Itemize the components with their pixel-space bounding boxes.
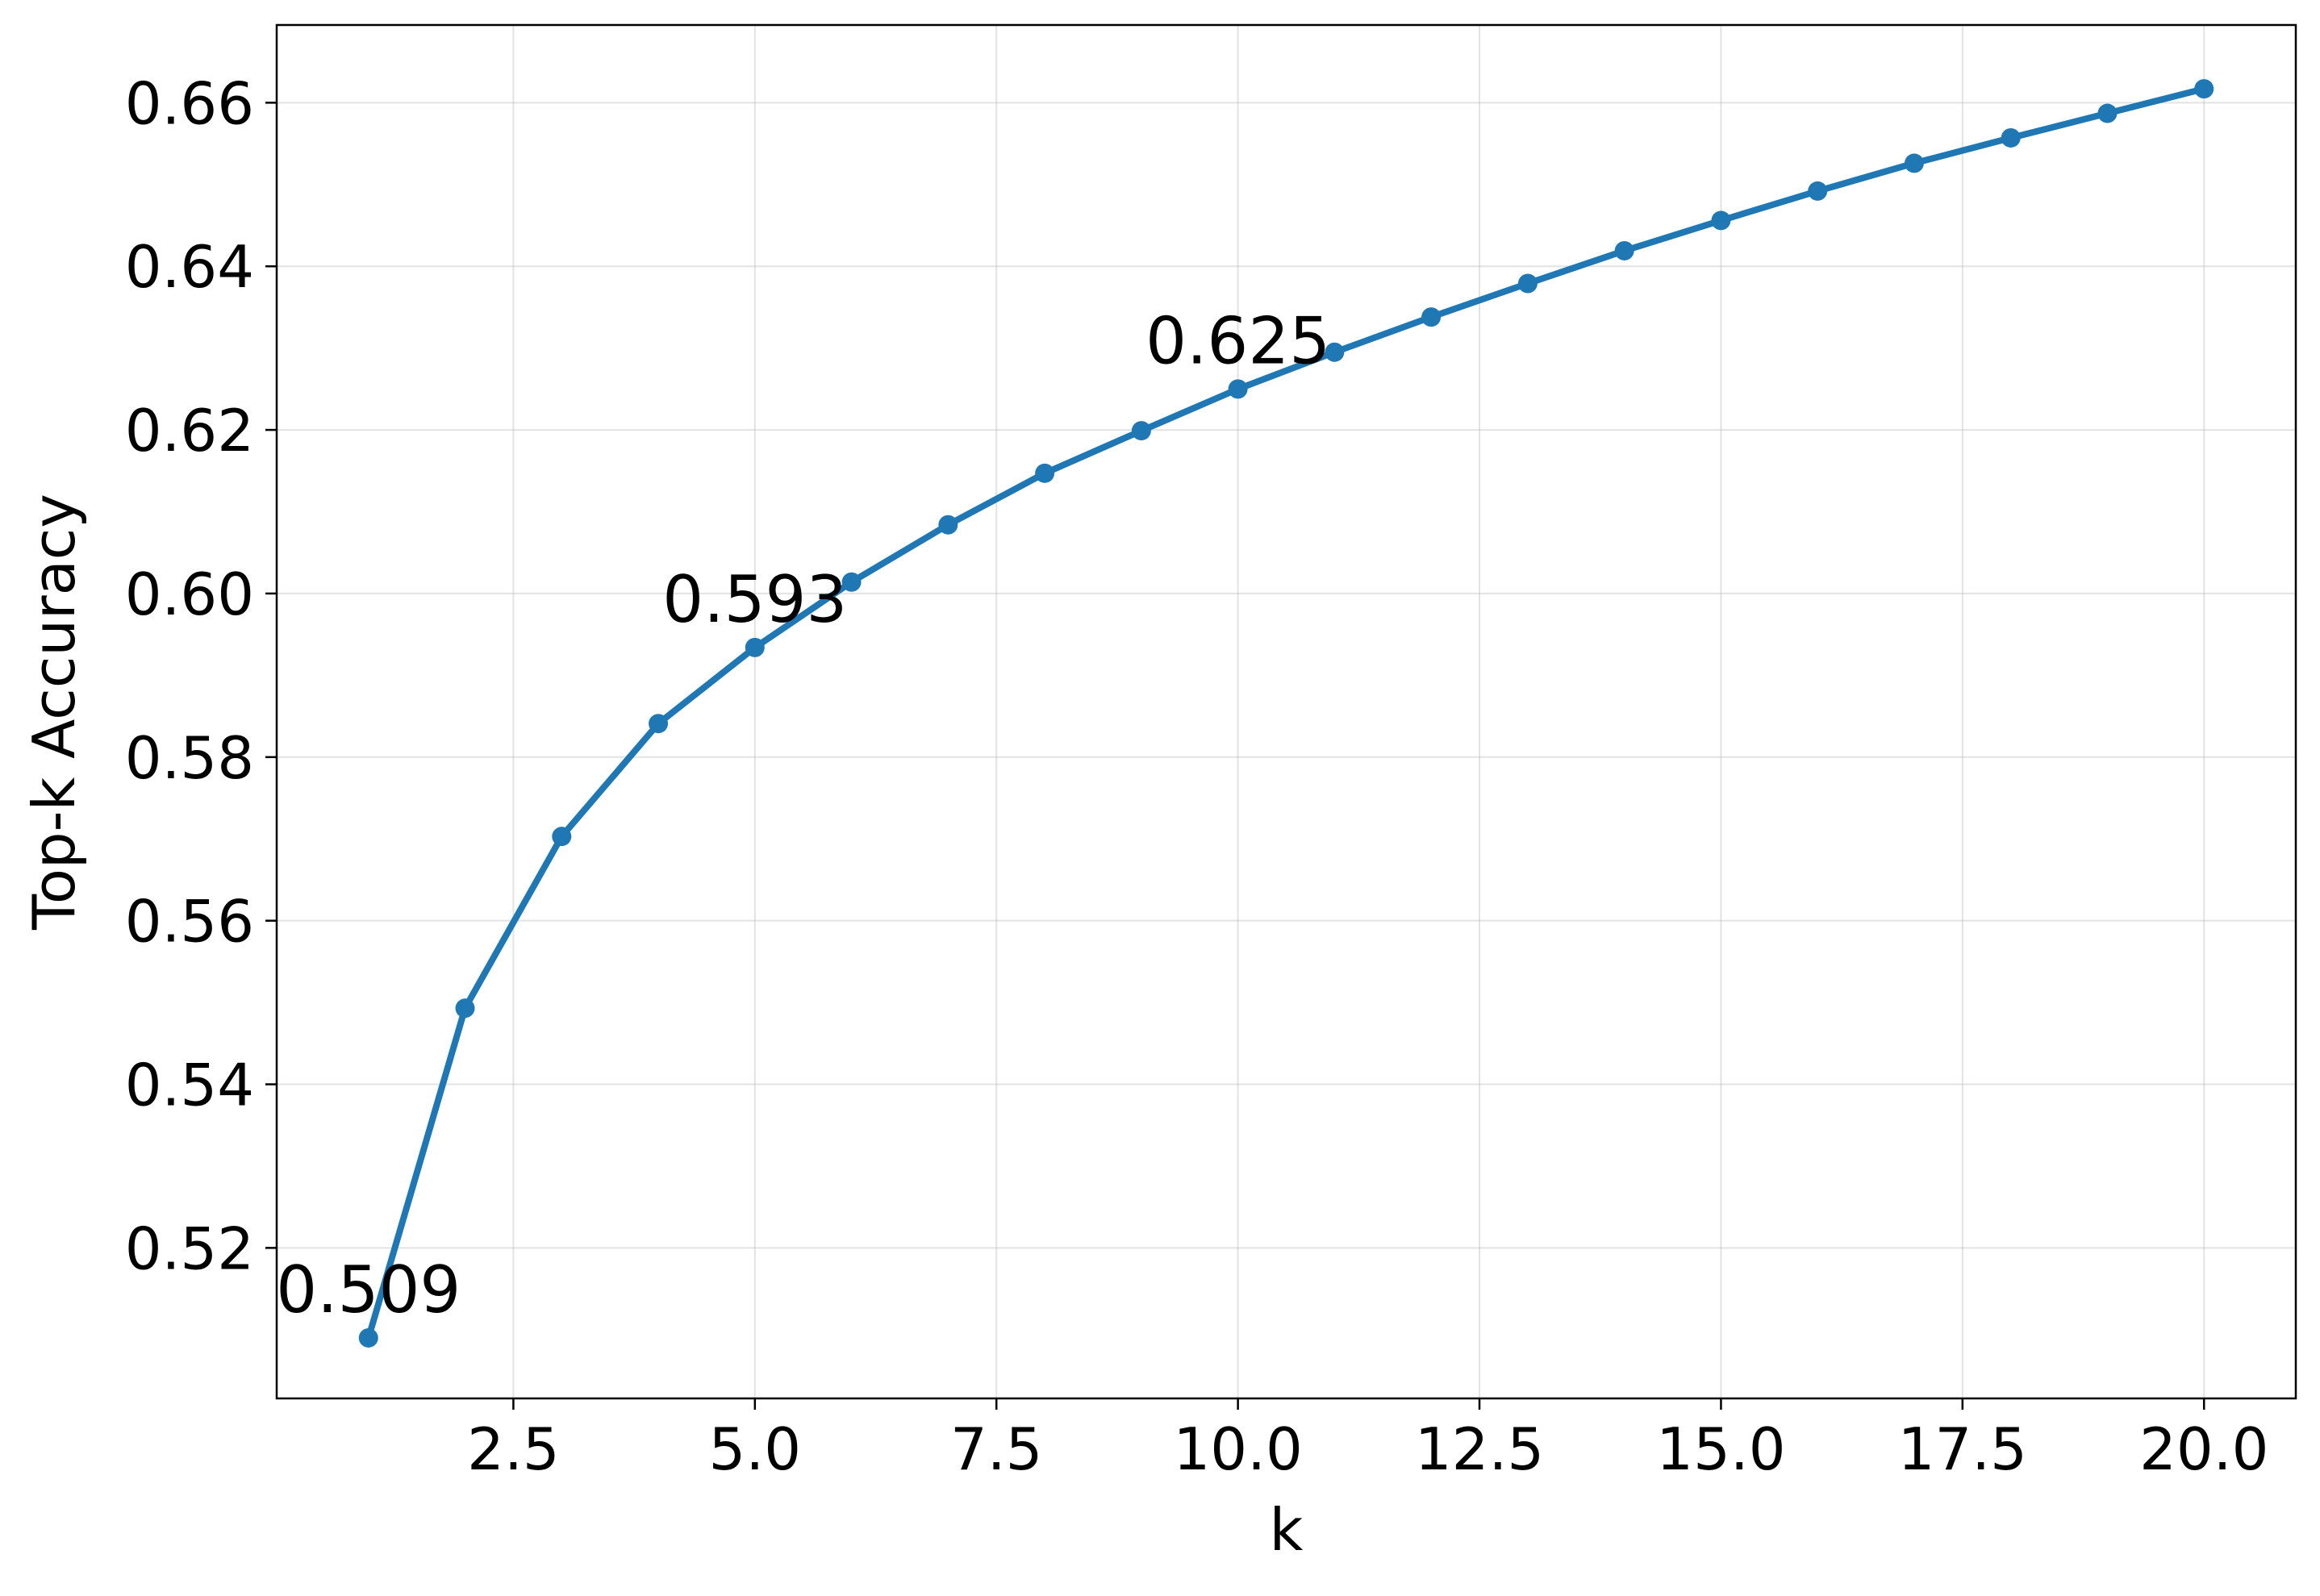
series-layer: [358, 79, 2214, 1348]
data-point: [1035, 463, 1055, 483]
x-tick-label: 12.5: [1415, 1415, 1544, 1483]
y-axis-label: Top-k Accuracy: [20, 494, 88, 931]
data-label: 0.625: [1145, 303, 1330, 378]
data-point: [2001, 127, 2021, 148]
y-tick-label: 0.52: [125, 1215, 254, 1282]
x-tick-label: 20.0: [2139, 1415, 2268, 1483]
x-tick-label: 5.0: [709, 1415, 802, 1483]
data-point: [2097, 103, 2118, 123]
x-tick-label: 17.5: [1898, 1415, 2027, 1483]
y-tick-label: 0.62: [125, 397, 254, 465]
y-tick-label: 0.60: [125, 560, 254, 628]
data-point: [1517, 273, 1538, 294]
data-point: [745, 637, 765, 657]
data-label: 0.509: [276, 1252, 461, 1327]
data-point: [1904, 153, 1924, 173]
data-point: [1808, 181, 1828, 201]
x-tick-label: 15.0: [1656, 1415, 1785, 1483]
grid: [277, 25, 2296, 1398]
data-point: [1131, 421, 1151, 441]
data-label: 0.593: [662, 562, 847, 637]
data-point: [841, 572, 862, 592]
y-tick-label: 0.66: [125, 69, 254, 137]
data-point: [552, 827, 572, 847]
annotations: 0.509 0.593 0.625: [276, 303, 1330, 1327]
x-tick-label: 7.5: [950, 1415, 1043, 1483]
data-point: [1325, 342, 1345, 362]
y-tick-label: 0.64: [125, 233, 254, 301]
data-point: [1421, 307, 1442, 327]
data-point: [1711, 210, 1731, 231]
data-point: [649, 714, 669, 734]
data-point: [938, 515, 958, 535]
y-tick-label: 0.54: [125, 1052, 254, 1119]
y-tick-label: 0.58: [125, 724, 254, 792]
data-point: [358, 1327, 378, 1348]
data-point: [1614, 240, 1634, 260]
axes: 2.5 5.0 7.5 10.0 12.5 15.0 17.5 20.0 0.52 0.54 0.5…: [125, 23, 2297, 1483]
x-tick-label: 10.0: [1173, 1415, 1302, 1483]
data-point: [455, 998, 475, 1019]
plot-frame: [275, 23, 2297, 1400]
x-axis-label: k: [1270, 1496, 1304, 1564]
x-tick-label: 2.5: [467, 1415, 560, 1483]
y-tick-label: 0.56: [125, 888, 254, 956]
data-point: [1228, 379, 1248, 399]
data-point: [2194, 79, 2214, 99]
series-line: [365, 85, 2208, 1341]
